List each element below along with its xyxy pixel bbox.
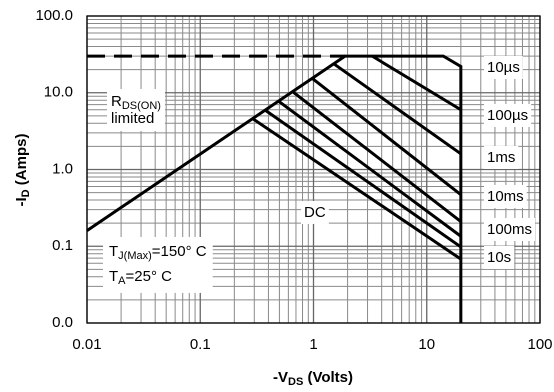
annotation-main: T <box>109 268 118 285</box>
annotation-main: R <box>111 93 122 110</box>
x-tick-label: 0.1 <box>190 336 211 353</box>
x-tick-label: 1 <box>309 336 317 353</box>
series-label: 1ms <box>487 149 515 166</box>
label-box <box>484 217 536 241</box>
y-axis-title: -ID (Amps) <box>13 134 32 207</box>
x-axis-title-main: -V <box>273 369 288 386</box>
label-box <box>484 55 523 79</box>
x-tick-label: 0.01 <box>72 336 101 353</box>
annotation-rest: =150° C <box>152 243 207 260</box>
x-axis-title: -VDS (Volts) <box>273 369 353 388</box>
x-tick-label: 10 <box>418 336 435 353</box>
annotation-main: T <box>109 243 118 260</box>
series-label: 10ms <box>487 188 524 205</box>
y-tick-label: 100.0 <box>35 7 73 24</box>
y-axis-title-sub: D <box>20 189 32 197</box>
annotation-sub: DS(ON) <box>122 100 161 112</box>
x-axis-title-rest: (Volts) <box>303 369 353 386</box>
series-label: 10µs <box>487 59 520 76</box>
label-box <box>301 200 329 224</box>
soa-line <box>277 99 462 238</box>
soa-line <box>332 62 462 156</box>
series-label: 10s <box>487 249 511 266</box>
series-label: 100ms <box>487 221 532 238</box>
soa-line <box>86 54 463 323</box>
series-label: 100µs <box>487 107 528 124</box>
y-tick-label: 1.0 <box>52 160 73 177</box>
x-axis-title-sub: DS <box>288 376 303 388</box>
annotation: TJ(Max)=150° C <box>109 243 207 262</box>
annotation-sub: J(Max) <box>118 250 152 262</box>
soa-line <box>263 108 462 249</box>
label-box <box>107 88 165 131</box>
annotation-rest: =25° C <box>126 268 173 285</box>
x-tick-label: 100 <box>527 336 552 353</box>
plot-frame <box>86 15 541 324</box>
series-label: DC <box>304 204 326 221</box>
label-box <box>484 145 519 169</box>
y-axis-title-rest: (Amps) <box>13 134 30 190</box>
label-box <box>103 236 213 293</box>
soa-line <box>251 117 462 261</box>
label-box <box>484 184 527 208</box>
annotation: limited <box>111 110 154 127</box>
y-tick-label: 0.0 <box>52 314 73 331</box>
annotation: TA=25° C <box>109 268 172 287</box>
y-tick-label: 10.0 <box>44 84 73 101</box>
soa-line <box>311 76 462 196</box>
label-box <box>484 103 532 127</box>
soa-line <box>291 90 462 223</box>
annotation-sub: A <box>118 275 126 287</box>
annotation: RDS(ON) <box>111 93 161 112</box>
soa-line <box>371 54 462 112</box>
y-tick-label: 0.1 <box>52 237 73 254</box>
label-box <box>484 245 515 269</box>
y-axis-title-main: -I <box>13 197 30 206</box>
